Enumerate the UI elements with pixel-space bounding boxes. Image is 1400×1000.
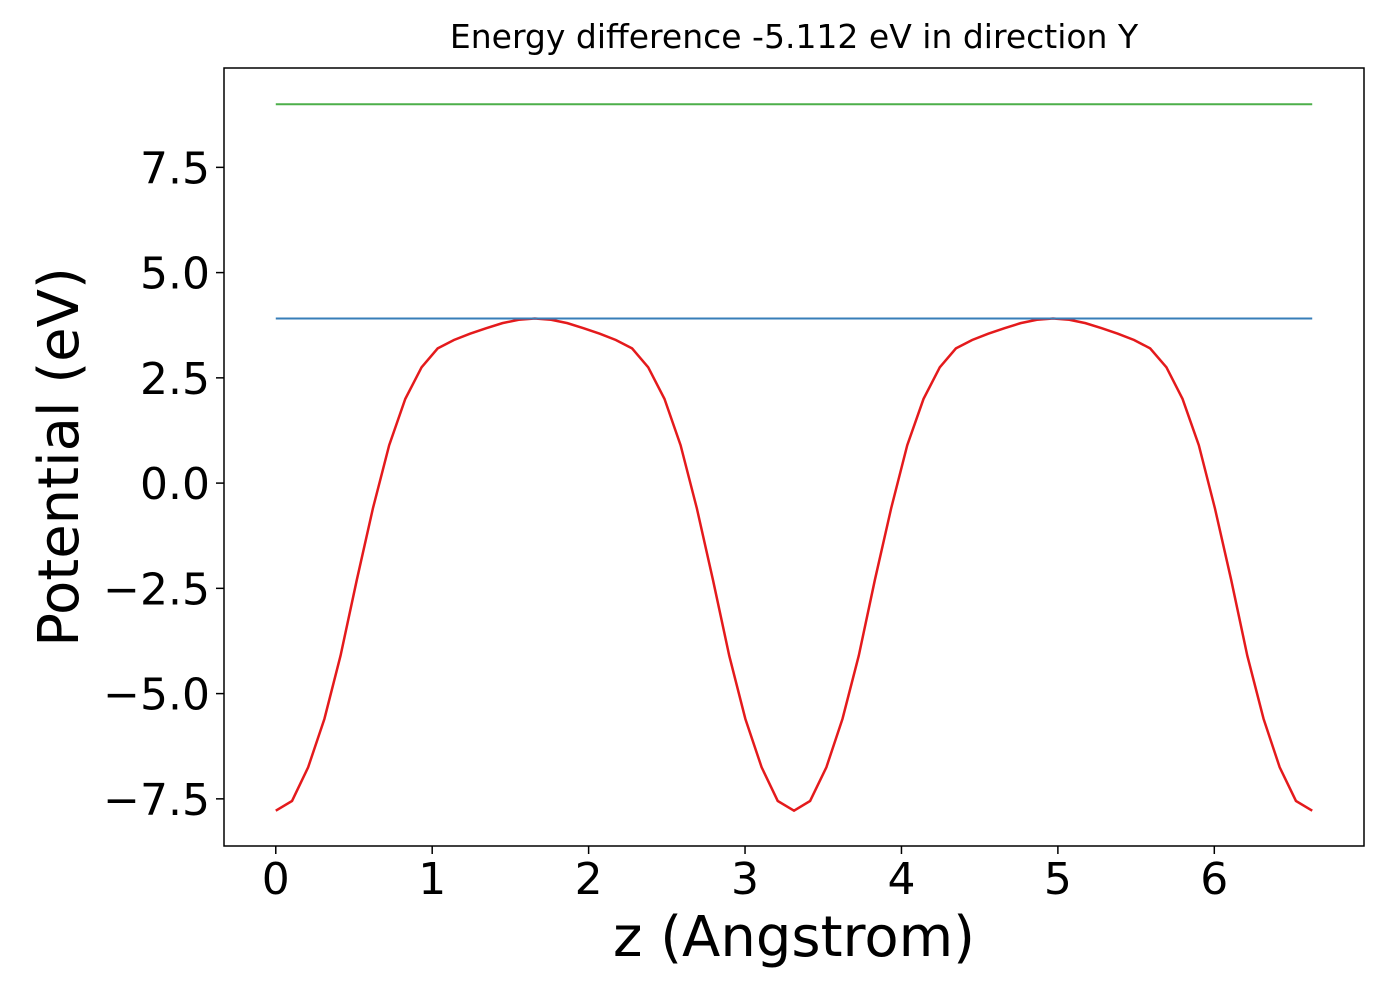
y-tick-label: −7.5: [103, 775, 210, 826]
plot-frame: [223, 67, 1365, 847]
y-tick-label: 0.0: [140, 459, 210, 510]
y-tick-label: −5.0: [103, 670, 210, 721]
x-tick-label: 1: [418, 854, 446, 905]
x-axis-label: z (Angstrom): [613, 905, 975, 970]
y-tick-label: −2.5: [103, 564, 210, 615]
x-tick-label: 2: [575, 854, 603, 905]
x-tick-label: 4: [887, 854, 915, 905]
x-tick-label: 5: [1044, 854, 1072, 905]
chart-title: Energy difference -5.112 eV in direction…: [450, 17, 1139, 56]
y-axis-label: Potential (eV): [27, 267, 92, 647]
y-tick-label: 7.5: [140, 143, 210, 194]
x-tick-label: 0: [262, 854, 290, 905]
y-tick-label: 5.0: [140, 249, 210, 300]
y-tick-label: 2.5: [140, 354, 210, 405]
x-tick-label: 6: [1200, 854, 1228, 905]
x-tick-label: 3: [731, 854, 759, 905]
line-series: [275, 317, 1313, 813]
